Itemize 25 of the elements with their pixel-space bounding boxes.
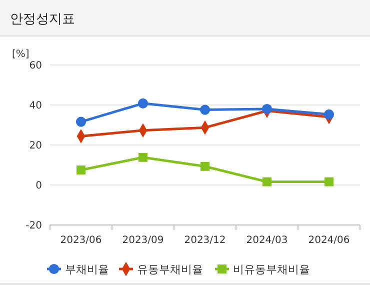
- legend-label: 비유동부채비율: [233, 262, 310, 276]
- point: [262, 177, 272, 186]
- point: [324, 177, 334, 186]
- point: [76, 116, 86, 127]
- y-tick-label: 40: [29, 100, 42, 112]
- y-tick-label: -20: [26, 220, 42, 232]
- x-tick-label: 2023/06: [60, 235, 102, 246]
- x-tick-label: 2024/03: [246, 235, 288, 246]
- point: [324, 109, 334, 120]
- point: [138, 98, 148, 108]
- point: [262, 104, 272, 114]
- y-tick-label: 20: [29, 140, 42, 152]
- y-tick-label: 60: [29, 60, 42, 72]
- x-tick-label: 2023/09: [122, 235, 164, 246]
- legend-label: 유동부채비율: [137, 262, 203, 276]
- chart-title: 안정성지표: [10, 12, 75, 27]
- y-axis-title: [%]: [12, 49, 30, 60]
- point: [200, 104, 210, 115]
- y-tick-label: 0: [36, 180, 42, 192]
- x-tick-label: 2023/12: [184, 235, 226, 246]
- point: [76, 166, 86, 174]
- legend-label: 부채비율: [65, 262, 109, 276]
- x-tick-label: 2024/06: [308, 235, 350, 246]
- point: [200, 162, 210, 171]
- point: [138, 152, 148, 162]
